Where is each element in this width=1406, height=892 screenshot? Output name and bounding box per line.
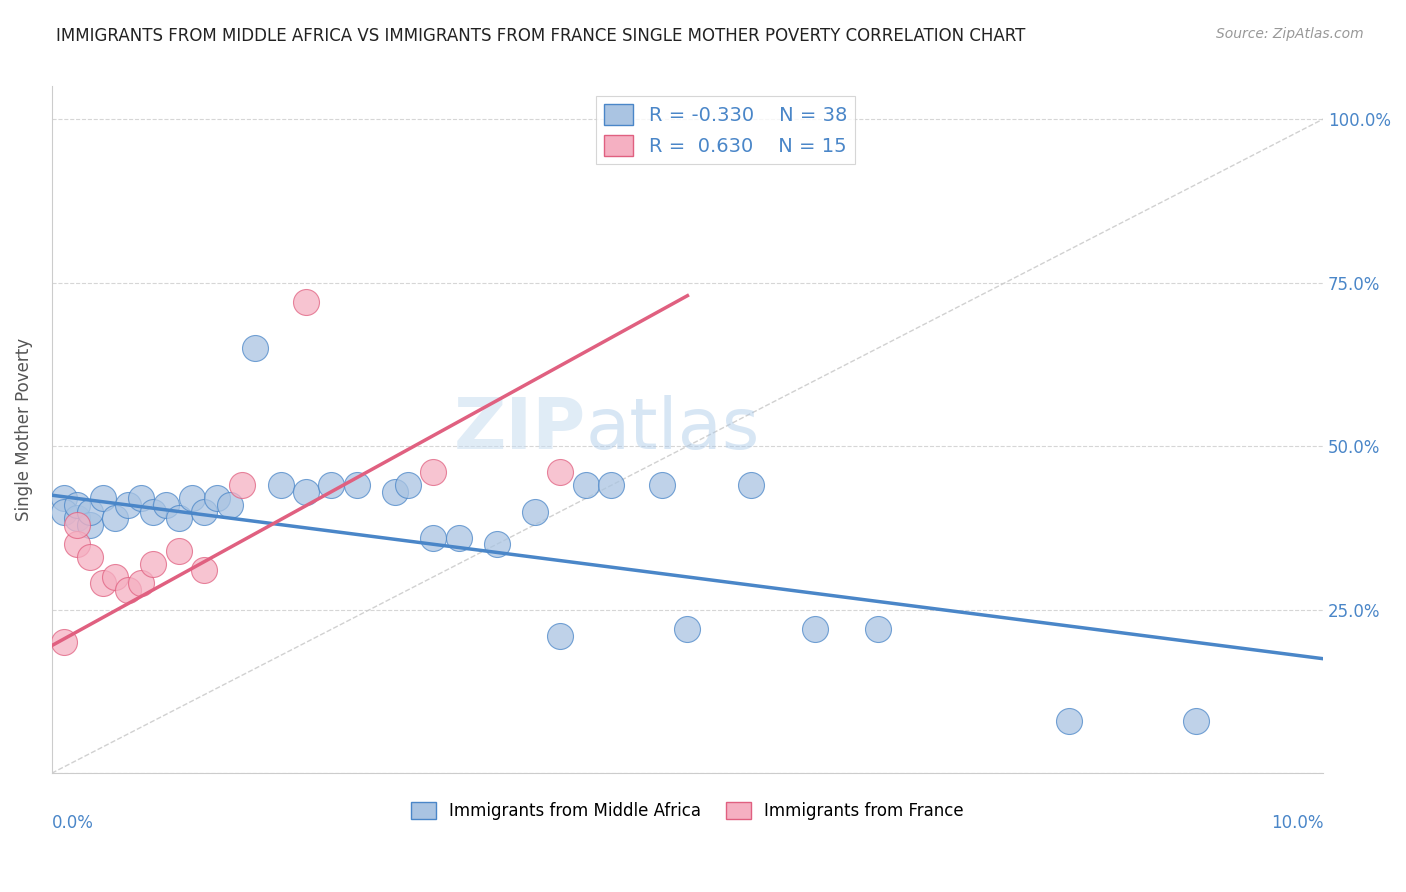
- Point: [91, 491, 114, 506]
- Text: ZIP: ZIP: [454, 395, 586, 464]
- Point: [218, 498, 240, 512]
- Point: [167, 543, 190, 558]
- Text: atlas: atlas: [586, 395, 761, 464]
- Point: [79, 517, 101, 532]
- Point: [104, 511, 127, 525]
- Point: [53, 635, 76, 649]
- Point: [485, 537, 508, 551]
- Text: IMMIGRANTS FROM MIDDLE AFRICA VS IMMIGRANTS FROM FRANCE SINGLE MOTHER POVERTY CO: IMMIGRANTS FROM MIDDLE AFRICA VS IMMIGRA…: [56, 27, 1025, 45]
- Point: [205, 491, 228, 506]
- Point: [523, 504, 546, 518]
- Point: [868, 622, 890, 636]
- Point: [803, 622, 825, 636]
- Point: [53, 491, 76, 506]
- Point: [129, 576, 152, 591]
- Legend: R = -0.330    N = 38, R =  0.630    N = 15: R = -0.330 N = 38, R = 0.630 N = 15: [596, 96, 855, 164]
- Point: [104, 570, 127, 584]
- Y-axis label: Single Mother Poverty: Single Mother Poverty: [15, 338, 32, 521]
- Point: [193, 504, 215, 518]
- Point: [396, 478, 419, 492]
- Text: 10.0%: 10.0%: [1271, 814, 1323, 832]
- Point: [270, 478, 292, 492]
- Point: [550, 629, 572, 643]
- Point: [447, 531, 470, 545]
- Point: [1057, 714, 1080, 728]
- Point: [79, 504, 101, 518]
- Point: [193, 563, 215, 577]
- Point: [740, 478, 762, 492]
- Point: [550, 465, 572, 479]
- Point: [142, 557, 165, 571]
- Point: [422, 531, 444, 545]
- Point: [231, 478, 253, 492]
- Point: [384, 484, 406, 499]
- Point: [129, 491, 152, 506]
- Point: [91, 576, 114, 591]
- Point: [321, 478, 343, 492]
- Point: [66, 517, 89, 532]
- Point: [66, 537, 89, 551]
- Point: [155, 498, 177, 512]
- Text: Source: ZipAtlas.com: Source: ZipAtlas.com: [1216, 27, 1364, 41]
- Point: [167, 511, 190, 525]
- Text: 0.0%: 0.0%: [52, 814, 94, 832]
- Point: [66, 511, 89, 525]
- Point: [575, 478, 598, 492]
- Point: [117, 498, 139, 512]
- Point: [676, 622, 699, 636]
- Point: [243, 341, 266, 355]
- Point: [600, 478, 623, 492]
- Point: [1185, 714, 1208, 728]
- Point: [346, 478, 368, 492]
- Point: [295, 295, 318, 310]
- Point: [651, 478, 673, 492]
- Point: [422, 465, 444, 479]
- Point: [180, 491, 202, 506]
- Point: [66, 498, 89, 512]
- Point: [79, 550, 101, 565]
- Point: [53, 504, 76, 518]
- Point: [142, 504, 165, 518]
- Point: [117, 582, 139, 597]
- Point: [295, 484, 318, 499]
